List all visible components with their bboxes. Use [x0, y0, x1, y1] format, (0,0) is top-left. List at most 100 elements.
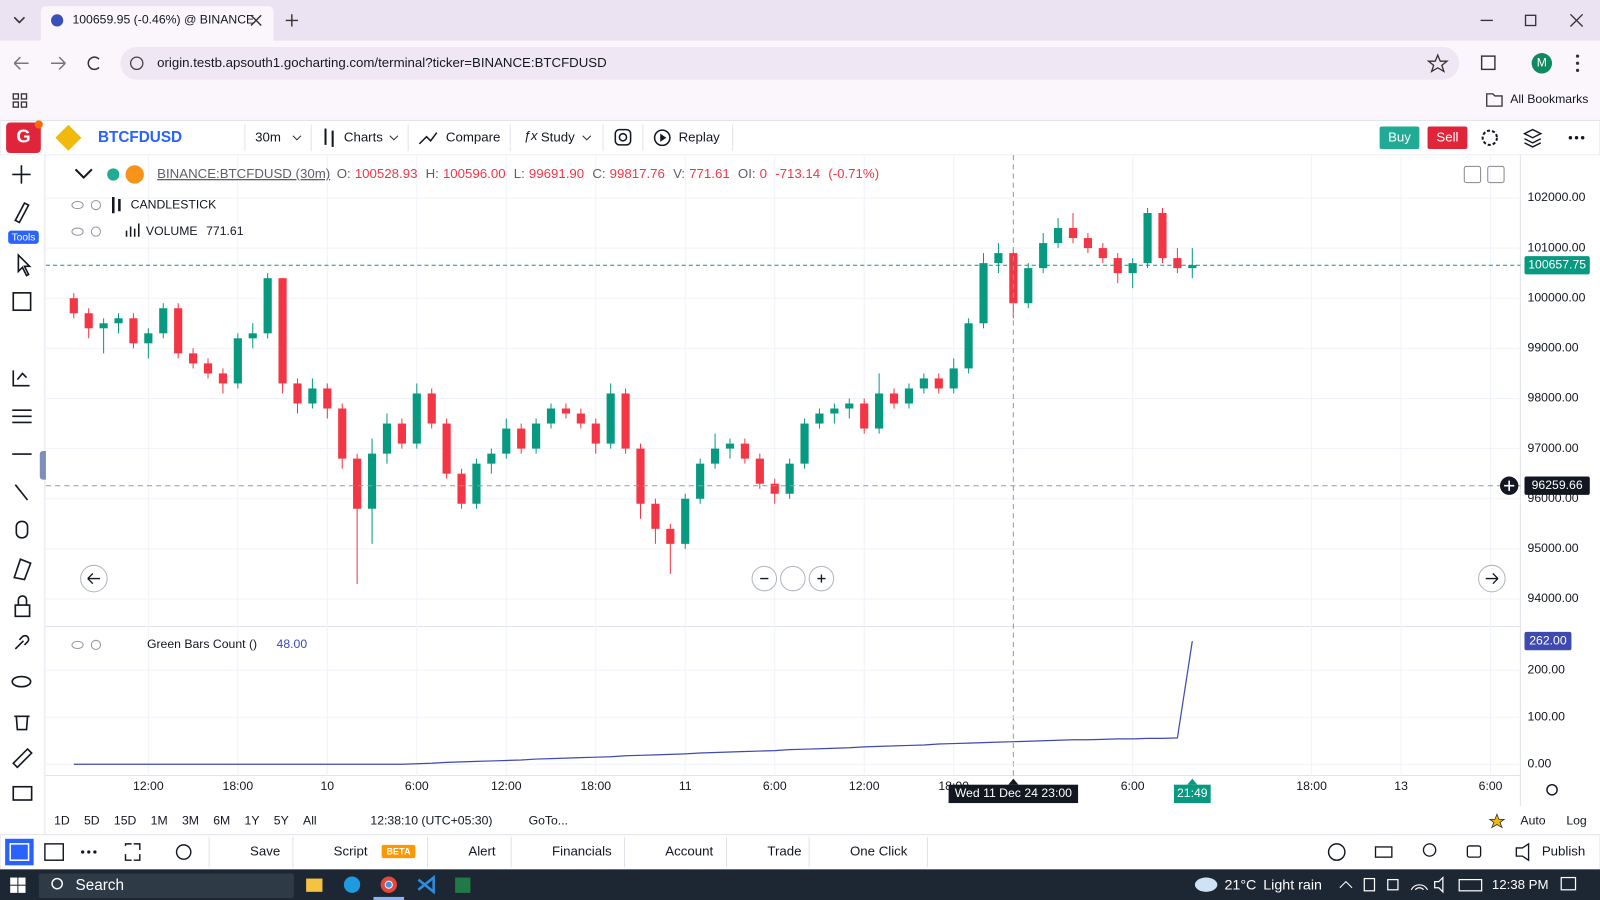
candle-body — [696, 463, 705, 499]
charts-menu[interactable]: Charts — [344, 129, 383, 144]
search-box[interactable] — [38, 873, 294, 898]
pattern-tool[interactable] — [12, 370, 30, 387]
bottom-account[interactable]: Account — [665, 844, 713, 859]
cursor-tool[interactable] — [17, 253, 32, 277]
crosshair-tool[interactable] — [12, 165, 31, 184]
forward[interactable] — [51, 56, 66, 70]
range-button[interactable]: 1Y — [245, 814, 260, 828]
range-button[interactable]: 15D — [114, 814, 137, 828]
ohlc-c-label: C: — [592, 166, 605, 181]
auto-scale[interactable]: Auto — [1520, 814, 1545, 828]
help[interactable] — [1327, 843, 1346, 861]
ideas[interactable] — [1422, 843, 1437, 857]
ruler-tool[interactable] — [12, 747, 33, 769]
magnet-tool[interactable] — [13, 558, 32, 581]
reset-zoom[interactable] — [780, 565, 806, 592]
fib-tool[interactable] — [12, 409, 32, 424]
candle-body — [427, 393, 436, 424]
chart-symbol[interactable]: BINANCE:BTCFDUSD (30m) — [157, 166, 330, 181]
brush-tool[interactable] — [14, 201, 30, 224]
legend-dropdown[interactable] — [1463, 165, 1482, 184]
snapshot[interactable] — [614, 128, 632, 146]
crosshair-pointer — [1008, 778, 1019, 785]
fullscreen[interactable] — [1487, 165, 1505, 184]
explorer[interactable] — [306, 878, 323, 892]
visibility-tool[interactable] — [11, 675, 32, 688]
menu-dot[interactable] — [1575, 54, 1580, 58]
sell-button[interactable] — [1427, 126, 1468, 149]
range-button[interactable]: 1M — [151, 814, 168, 828]
shape-tool[interactable] — [12, 292, 32, 312]
fullscreen-toggle[interactable] — [124, 843, 141, 861]
symbol[interactable]: BTCFDUSD — [98, 129, 182, 146]
restore[interactable] — [1524, 14, 1537, 27]
y-tick-label: 102000.00 — [1528, 190, 1586, 204]
notifications[interactable] — [1560, 876, 1577, 891]
layout-single[interactable] — [5, 838, 34, 866]
all-bookmarks[interactable]: All Bookmarks — [1510, 92, 1588, 106]
back[interactable] — [13, 56, 29, 70]
candle-body — [1024, 268, 1033, 304]
trend-tool[interactable] — [14, 484, 29, 501]
excel[interactable] — [455, 877, 471, 893]
range-button[interactable]: 5D — [84, 814, 100, 828]
layers[interactable] — [1522, 128, 1543, 148]
range-button[interactable]: 6M — [213, 814, 230, 828]
axis-settings[interactable] — [1546, 784, 1558, 796]
more[interactable] — [1568, 136, 1585, 140]
reload[interactable] — [87, 56, 100, 71]
logo[interactable] — [6, 122, 41, 154]
range-button[interactable]: 5Y — [274, 814, 289, 828]
y-tick-label: 100000.00 — [1528, 290, 1586, 304]
delete-tool[interactable] — [14, 715, 30, 731]
active-tab[interactable] — [40, 6, 274, 41]
indicator-line — [73, 641, 1193, 765]
study[interactable]: Study — [541, 129, 575, 144]
theme[interactable] — [175, 844, 192, 860]
bottom-save[interactable]: Save — [250, 844, 280, 859]
interval[interactable]: 30m — [255, 129, 281, 144]
range-button[interactable]: 3M — [182, 814, 199, 828]
layout-more[interactable] — [81, 850, 97, 854]
tab-search[interactable] — [13, 16, 26, 24]
bottom-script[interactable]: Script — [334, 844, 368, 859]
start-button[interactable] — [10, 877, 26, 893]
range-button[interactable]: 1D — [54, 814, 70, 828]
edge[interactable] — [343, 876, 361, 893]
new-tab[interactable] — [285, 14, 298, 27]
range-button[interactable]: All — [303, 814, 317, 828]
tray-expand[interactable] — [1339, 880, 1353, 889]
candle-body — [785, 463, 794, 494]
bookmark-star[interactable] — [1426, 53, 1449, 73]
compare[interactable]: Compare — [446, 129, 501, 144]
replay[interactable]: Replay — [679, 129, 721, 144]
y-tick-label: 99000.00 — [1528, 341, 1579, 355]
publish[interactable]: Publish — [1542, 844, 1585, 859]
bottom-financials[interactable]: Financials — [552, 844, 612, 859]
bottom-one-click[interactable]: One Click — [850, 844, 908, 859]
log-scale[interactable]: Log — [1566, 814, 1587, 828]
record[interactable] — [1466, 845, 1482, 858]
favorite[interactable] — [1488, 813, 1506, 829]
address-bar[interactable] — [120, 46, 1460, 80]
keyboard[interactable] — [1374, 846, 1393, 858]
apps[interactable] — [12, 93, 28, 108]
lock-tool[interactable] — [14, 604, 31, 618]
site-info[interactable] — [129, 56, 144, 71]
extensions[interactable] — [1480, 55, 1496, 71]
buy-button[interactable] — [1379, 126, 1420, 149]
bottom-alert[interactable]: Alert — [468, 844, 496, 859]
mouse-tool[interactable] — [15, 520, 29, 539]
goto[interactable]: GoTo... — [529, 814, 568, 828]
profile[interactable] — [1531, 53, 1553, 74]
tab-close[interactable] — [250, 14, 262, 27]
collapse-legend[interactable] — [74, 168, 93, 179]
temperature: 21°C — [1224, 877, 1256, 893]
vscode[interactable] — [417, 874, 435, 895]
link-tool[interactable] — [14, 634, 30, 650]
close-window[interactable] — [1569, 13, 1584, 27]
layout-split[interactable] — [44, 843, 64, 861]
bottom-trade[interactable]: Trade — [767, 844, 801, 859]
settings[interactable] — [1481, 129, 1498, 146]
screen-tool[interactable] — [12, 785, 33, 801]
